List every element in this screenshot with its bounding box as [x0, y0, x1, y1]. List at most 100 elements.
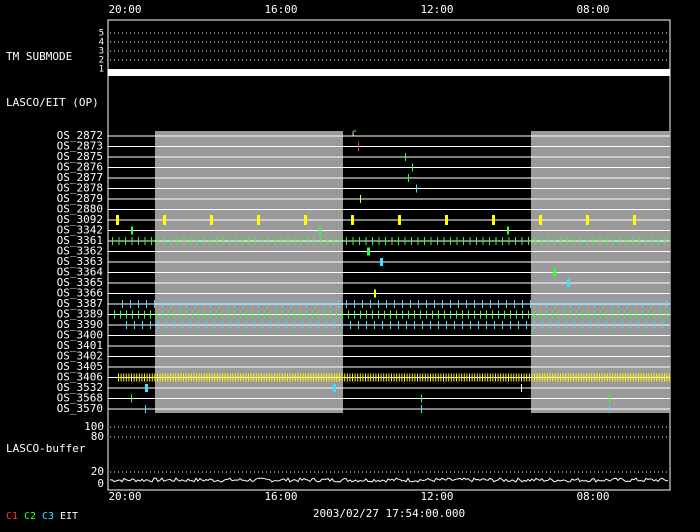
event: [614, 373, 616, 382]
event: [479, 373, 481, 382]
event: [219, 373, 221, 382]
event: [232, 373, 234, 382]
event: [554, 237, 555, 245]
event: [424, 237, 425, 245]
event: [289, 373, 291, 382]
event: [242, 373, 244, 382]
event: [567, 237, 568, 245]
event: [645, 373, 647, 382]
event: [606, 321, 607, 329]
event: [359, 373, 361, 382]
event: [658, 373, 660, 382]
event: [131, 373, 132, 382]
event: [414, 321, 415, 329]
event: [619, 373, 621, 382]
event: [444, 310, 445, 319]
event: [196, 237, 198, 245]
event: [180, 310, 181, 319]
event: [642, 300, 643, 308]
event: [354, 310, 355, 319]
event: [534, 310, 535, 319]
event: [326, 373, 327, 382]
event: [552, 373, 554, 382]
event: [159, 373, 161, 382]
event: [398, 321, 399, 329]
event: [302, 321, 303, 329]
event: [411, 373, 413, 382]
event: [546, 310, 547, 319]
event: [547, 237, 549, 245]
event: [126, 321, 127, 329]
submode-bar: [108, 69, 670, 76]
event: [591, 373, 593, 382]
event: [162, 310, 163, 319]
event: [531, 373, 533, 382]
event: [198, 373, 200, 382]
event: [228, 310, 229, 319]
event: [514, 300, 515, 308]
event: [170, 300, 171, 308]
event: [192, 310, 193, 319]
event: [593, 237, 594, 245]
event: [112, 237, 113, 245]
event: [651, 373, 652, 382]
event: [567, 279, 570, 287]
event: [216, 310, 217, 319]
event: [518, 321, 519, 329]
event: [286, 321, 287, 329]
event: [211, 373, 213, 382]
event: [164, 237, 165, 245]
event: [375, 373, 377, 382]
event: [374, 321, 375, 329]
event: [604, 373, 606, 382]
event: [458, 300, 459, 308]
event: [612, 310, 613, 319]
event: [145, 384, 148, 392]
event: [612, 373, 613, 382]
event: [297, 373, 299, 382]
row-label: OS_3400: [57, 329, 103, 342]
event: [246, 310, 247, 319]
event: [486, 321, 487, 329]
row-label: OS_3365: [57, 276, 103, 289]
event: [306, 300, 307, 308]
event: [547, 373, 548, 382]
event: [523, 373, 525, 382]
event: [216, 237, 217, 245]
event: [342, 310, 343, 319]
event: [562, 373, 564, 382]
event: [276, 373, 278, 382]
bottom-tick-label: 16:00: [264, 490, 297, 503]
event: [358, 141, 359, 152]
event: [144, 310, 145, 319]
event: [446, 321, 447, 329]
event: [550, 321, 551, 329]
event: [154, 373, 156, 382]
event: [421, 394, 422, 403]
event: [424, 373, 426, 382]
event: [588, 310, 589, 319]
event: [270, 310, 271, 319]
event: [307, 373, 309, 382]
event: [482, 237, 484, 245]
event: [486, 310, 487, 319]
event: [443, 237, 445, 245]
event: [128, 373, 130, 382]
event: [662, 321, 663, 329]
event: [507, 226, 509, 235]
event: [194, 300, 195, 308]
event: [342, 321, 343, 329]
event: [268, 373, 270, 382]
event: [622, 373, 624, 382]
event: [390, 321, 391, 329]
event: [366, 321, 367, 329]
top-tick-label: 08:00: [576, 3, 609, 16]
event: [453, 373, 455, 382]
event: [287, 373, 288, 382]
event: [502, 373, 504, 382]
event: [175, 373, 177, 382]
event: [554, 373, 556, 382]
event: [170, 237, 172, 245]
event: [391, 237, 393, 245]
event: [333, 237, 334, 245]
